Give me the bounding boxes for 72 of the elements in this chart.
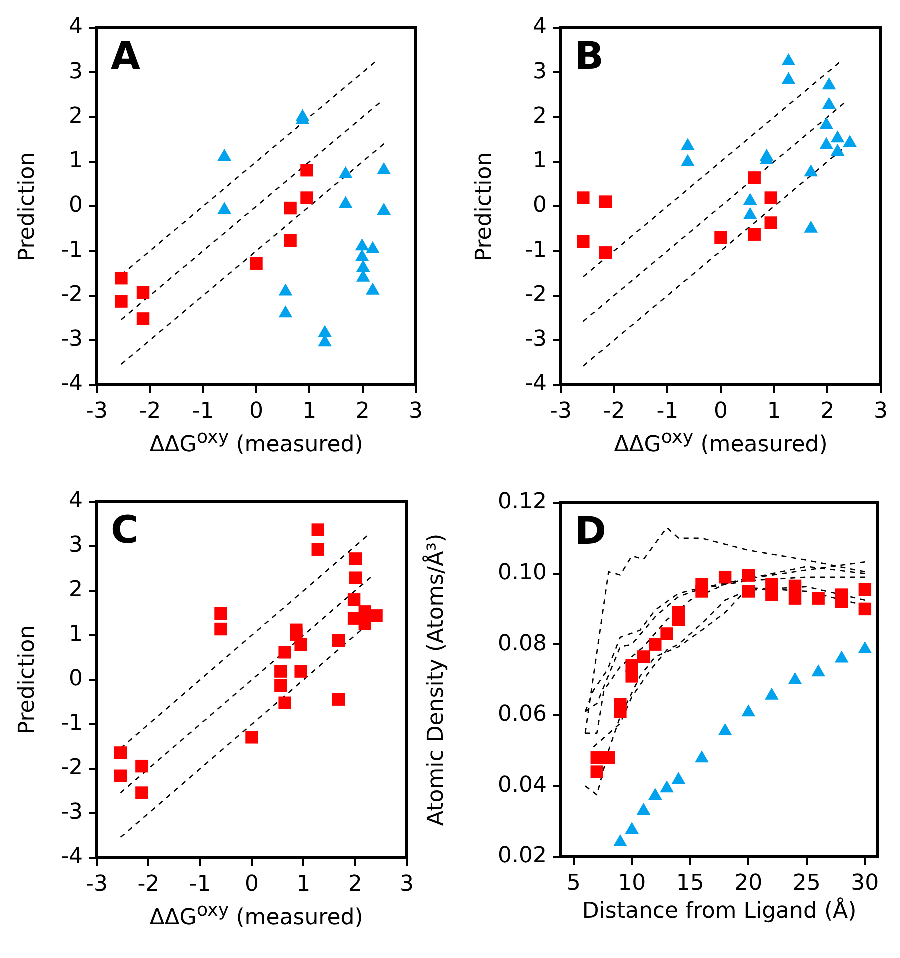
y-tick-label: 0.06 (498, 702, 547, 728)
y-tick-label: 4 (69, 488, 83, 514)
y-tick-label: -3 (61, 800, 83, 826)
x-tick-label: 2 (820, 398, 835, 424)
y-axis-title: Prediction (472, 152, 498, 262)
y-tick-label: 0 (533, 193, 547, 218)
x-tick-label: -3 (86, 398, 108, 424)
chart-title: A (111, 34, 141, 78)
y-tick-label: -4 (525, 372, 547, 397)
x-tick-label: 0 (714, 398, 728, 424)
x-tick-label: -3 (86, 872, 108, 897)
y-tick-label: 4 (69, 14, 83, 40)
y-tick-label: 2 (69, 578, 83, 603)
x-tick-label: 1 (296, 872, 311, 897)
x-axis-title: ΔΔG$^{oxy}$ (measured) (150, 900, 364, 932)
chart-title: D (575, 508, 607, 553)
y-tick-label: 0 (69, 193, 83, 218)
y-tick-label: 0.08 (498, 631, 547, 656)
y-tick-label: 4 (533, 14, 547, 40)
x-tick-label: 2 (356, 398, 370, 424)
x-tick-label: 15 (676, 870, 704, 896)
x-tick-label: -2 (139, 398, 162, 424)
x-tick-label: 1 (767, 398, 782, 424)
x-tick-label: -3 (550, 398, 572, 424)
y-tick-label: 2 (533, 104, 547, 129)
x-tick-label: 3 (409, 398, 423, 424)
y-tick-label: 1 (69, 148, 83, 174)
x-tick-label: 3 (874, 398, 888, 424)
x-axis-title: ΔΔG$^{oxy}$ (measured) (150, 427, 364, 459)
y-tick-label: 2 (69, 104, 83, 129)
y-tick-label: 0 (69, 666, 83, 692)
y-axis-title: Prediction (14, 625, 41, 735)
chart-title: B (575, 34, 604, 78)
y-tick-label: 3 (69, 533, 83, 558)
x-tick-label: -1 (656, 398, 679, 424)
y-tick-label: -2 (61, 756, 83, 781)
x-tick-label: 1 (302, 398, 317, 424)
y-tick-label: 1 (533, 148, 547, 174)
x-tick-label: -2 (138, 872, 160, 897)
y-tick-label: 3 (533, 59, 547, 84)
x-axis-title: ΔΔG$^{oxy}$ (measured) (614, 427, 828, 459)
x-tick-label: 30 (851, 870, 880, 896)
x-axis-title: Distance from Ligand (Å) (582, 899, 857, 926)
y-axis-title: Prediction (14, 152, 41, 262)
y-axis-title: Atomic Density (Atoms/Å³) (424, 534, 450, 826)
x-tick-label: 0 (250, 398, 264, 424)
y-tick-label: -1 (525, 238, 547, 263)
y-tick-label: 3 (69, 59, 83, 84)
y-tick-label: 0.10 (498, 560, 547, 586)
y-tick-label: 0.04 (498, 772, 547, 798)
x-tick-label: 0 (245, 872, 259, 897)
y-tick-label: -1 (61, 238, 83, 263)
x-tick-label: -1 (192, 398, 214, 424)
x-tick-label: 20 (734, 870, 763, 896)
x-tick-label: -1 (189, 872, 212, 897)
y-tick-label: -2 (61, 282, 83, 308)
y-tick-label: -1 (61, 711, 83, 736)
y-tick-label: -3 (61, 327, 83, 352)
x-tick-label: 25 (792, 870, 821, 896)
y-tick-label: 0.02 (498, 844, 547, 869)
y-tick-label: 0.12 (498, 490, 547, 515)
chart-title: C (111, 508, 139, 552)
x-tick-label: -2 (603, 398, 626, 424)
x-tick-label: 2 (348, 872, 362, 897)
y-tick-label: -2 (525, 282, 547, 308)
y-tick-label: -3 (525, 327, 547, 352)
x-tick-label: 5 (566, 870, 581, 896)
y-tick-label: -4 (61, 372, 83, 397)
y-tick-label: -4 (61, 844, 83, 870)
x-tick-label: 3 (400, 872, 414, 897)
x-tick-label: 10 (618, 870, 646, 896)
y-tick-label: 1 (69, 622, 83, 648)
